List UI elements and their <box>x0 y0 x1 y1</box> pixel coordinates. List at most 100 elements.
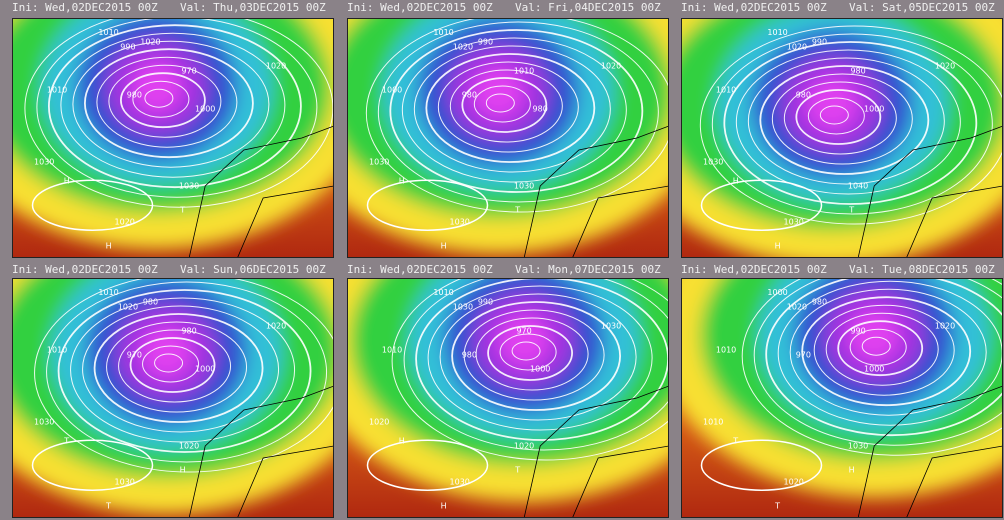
isobar <box>31 439 154 491</box>
isobar <box>154 353 184 373</box>
isobar <box>119 72 206 129</box>
isobar-label: 990 <box>812 38 827 47</box>
isobar-label: T <box>514 206 520 215</box>
isobar-label: 1010 <box>47 86 67 95</box>
isobar <box>700 179 823 231</box>
valid-time: Val: Thu,03DEC2015 00Z <box>180 1 326 14</box>
isobar <box>783 81 897 155</box>
map-panel: 1010102098097098010001010102010301030102… <box>12 278 334 518</box>
map-panel: 1000102098097099010001010102010101020103… <box>681 278 1003 518</box>
isobar-label: T <box>179 206 185 215</box>
coastline <box>523 125 669 258</box>
isobar <box>82 305 280 433</box>
isobar-label: 1030 <box>34 418 54 427</box>
isobar-label: 970 <box>796 350 811 359</box>
isobar <box>795 89 882 145</box>
isobar <box>499 333 557 371</box>
isobar <box>759 65 930 175</box>
isobar-label: 1030 <box>179 182 199 191</box>
isobar <box>825 312 939 386</box>
isobar-label: 1010 <box>716 346 736 355</box>
isobar-label: 1020 <box>118 302 138 311</box>
coastline <box>188 125 334 258</box>
map-frame <box>681 278 1003 518</box>
init-time: Ini: Wed,02DEC2015 00Z <box>12 1 158 14</box>
isobar <box>366 179 489 231</box>
isobar <box>413 45 611 173</box>
isobar <box>96 56 238 148</box>
isobar <box>807 97 865 135</box>
isobar-label: 980 <box>850 66 865 75</box>
coastline <box>523 385 669 518</box>
valid-time: Val: Fri,04DEC2015 00Z <box>515 1 661 14</box>
isobar-label: H <box>441 502 447 511</box>
isobar-label: H <box>733 177 739 186</box>
isobar-label: 970 <box>516 326 531 335</box>
valid-time: Val: Tue,08DEC2015 00Z <box>849 263 995 276</box>
isobar-label: 1030 <box>703 158 723 167</box>
isobar-label: 1020 <box>787 302 807 311</box>
isobar <box>765 278 1003 437</box>
isobar-label: 1020 <box>601 62 621 71</box>
isobar-label: 1020 <box>140 38 160 47</box>
init-time: Ini: Wed,02DEC2015 00Z <box>347 263 493 276</box>
isobar-label: 1020 <box>453 42 473 51</box>
coastline <box>857 385 1003 518</box>
isobar <box>813 304 955 396</box>
isobar-label: H <box>180 466 186 475</box>
isobar-label: T <box>105 502 111 511</box>
isobar-label: 1000 <box>530 365 550 374</box>
isobar-label: 1030 <box>369 158 389 167</box>
isobar-label: H <box>64 177 70 186</box>
isobar-label: 1020 <box>787 42 807 51</box>
isobar <box>389 29 644 193</box>
isobar-label: 990 <box>120 42 135 51</box>
map-frame <box>347 18 669 258</box>
isobar <box>789 288 987 416</box>
isobar-label: 1020 <box>266 62 286 71</box>
isobar <box>753 278 1003 446</box>
isobar-label: 970 <box>127 350 142 359</box>
valid-time: Val: Sun,06DEC2015 00Z <box>180 263 326 276</box>
isobar <box>473 85 531 123</box>
map-frame <box>12 18 334 258</box>
isobar-label: H <box>399 437 405 446</box>
isobar-label: T <box>774 502 780 511</box>
isobar <box>487 325 573 381</box>
isobar-label: 1000 <box>195 365 215 374</box>
isobar <box>849 328 907 366</box>
isobar-label: 1030 <box>34 158 54 167</box>
isobar-label: 980 <box>462 350 477 359</box>
isobar-label: 1020 <box>784 478 804 487</box>
valid-time: Val: Sat,05DEC2015 00Z <box>849 1 995 14</box>
isobar-label: 1020 <box>935 62 955 71</box>
isobar-label: 970 <box>181 66 196 75</box>
isobar <box>819 105 849 125</box>
isobar <box>801 296 972 407</box>
isobar-label: 1010 <box>514 66 534 75</box>
map-frame <box>12 278 334 518</box>
isobar-label: 1020 <box>179 442 199 451</box>
isobar-label: 980 <box>181 326 196 335</box>
isobar <box>129 337 216 393</box>
isobar-label: T <box>848 206 854 215</box>
isobar-label: 990 <box>478 38 493 47</box>
map-panel: 1010103099098097010001010103010201030102… <box>347 278 669 518</box>
isobar <box>377 21 659 203</box>
isobar <box>132 80 190 118</box>
init-time: Ini: Wed,02DEC2015 00Z <box>347 1 493 14</box>
isobar-label: 1020 <box>115 218 135 227</box>
isobar-label: 990 <box>850 326 865 335</box>
isobar-label: 1040 <box>848 182 868 191</box>
isobar <box>34 278 334 473</box>
isobar-label: 1000 <box>195 105 215 114</box>
isobar <box>711 33 993 215</box>
isobar <box>47 24 302 189</box>
isobar <box>747 57 945 185</box>
isobar-label: 980 <box>796 90 811 99</box>
isobar <box>699 25 1003 225</box>
isobar-label: 1030 <box>601 322 621 331</box>
isobar <box>475 317 589 391</box>
isobar <box>485 93 515 113</box>
